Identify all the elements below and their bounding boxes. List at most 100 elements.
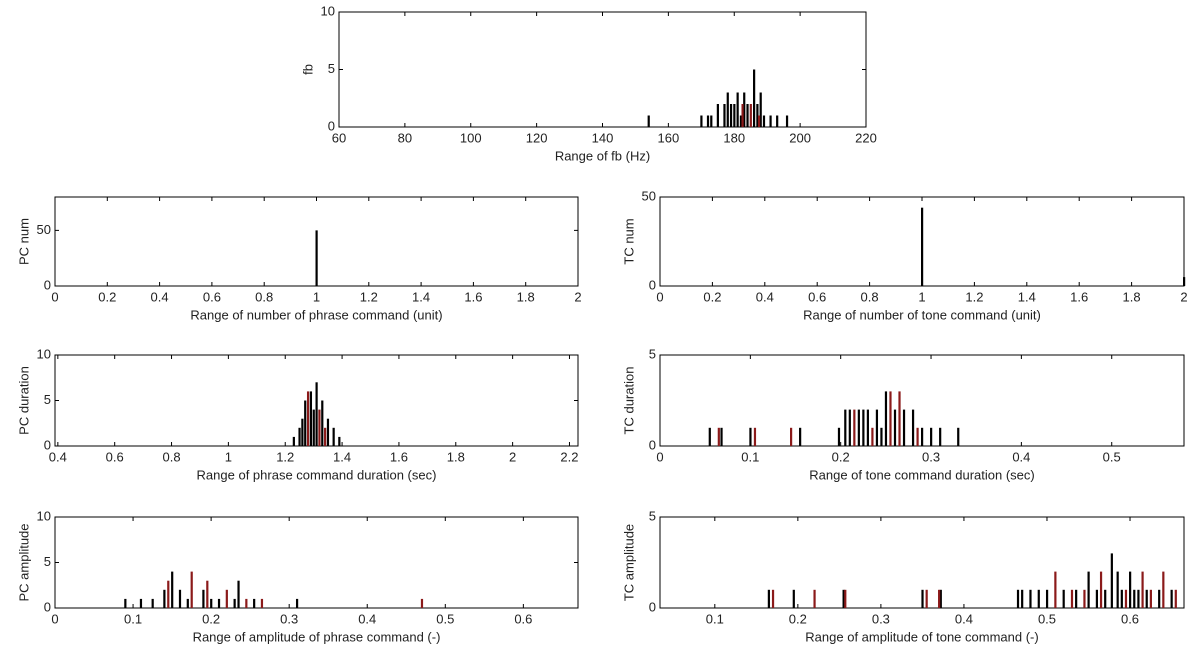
y-tick-label: 5	[649, 346, 656, 361]
bar	[898, 391, 901, 446]
y-axis-label: PC duration	[16, 366, 31, 435]
bar	[1095, 589, 1099, 608]
x-tick-label: 0.2	[202, 611, 220, 626]
bar	[338, 436, 341, 446]
bar	[813, 589, 816, 608]
bar	[717, 427, 720, 446]
bar	[790, 427, 793, 446]
x-tick-label: 0.1	[706, 611, 724, 626]
x-tick-label: 1.8	[517, 289, 535, 304]
x-tick-label: 0.2	[703, 289, 721, 304]
bar	[1016, 589, 1020, 608]
bar	[1062, 589, 1065, 608]
bar	[749, 104, 752, 127]
y-tick-label: 0	[649, 277, 656, 292]
x-tick-label: 1.4	[1018, 289, 1036, 304]
x-tick-label: 2.2	[560, 449, 578, 464]
bar	[921, 207, 924, 286]
bar	[190, 571, 193, 608]
bar	[866, 409, 869, 446]
x-tick-label: 1.4	[412, 289, 430, 304]
bar	[741, 104, 744, 127]
x-tick-label: 160	[658, 130, 680, 145]
bar	[848, 409, 851, 446]
y-axis-label: TC duration	[621, 367, 636, 435]
bar	[318, 409, 321, 446]
subplot: 0 0.2 0.4 0.6 0.8 1 1.2 1.4 1.6 1.8 2 0 50 Range of n…	[621, 188, 1187, 322]
bar	[720, 427, 723, 446]
bar	[1145, 589, 1148, 608]
bar	[1162, 571, 1165, 608]
x-tick-label: 120	[526, 130, 548, 145]
x-tick-label: 0.8	[861, 289, 879, 304]
x-tick-label: 60	[332, 130, 346, 145]
bar	[1141, 571, 1144, 608]
bar	[245, 598, 248, 608]
x-tick-label: 1.8	[1123, 289, 1141, 304]
x-tick-label: 1.2	[965, 289, 983, 304]
y-tick-label: 0	[44, 277, 51, 292]
y-tick-label: 10	[37, 346, 51, 361]
bar	[916, 427, 919, 446]
plot-frame	[54, 516, 579, 609]
bar	[1116, 571, 1119, 608]
x-axis-label: Range of amplitude of phrase command (-)	[193, 629, 441, 644]
bar	[710, 115, 713, 127]
bar	[1137, 589, 1140, 608]
x-tick-label: 0.1	[124, 611, 142, 626]
bar	[1037, 589, 1040, 608]
x-axis-label: Range of number of tone command (unit)	[803, 307, 1041, 322]
bar	[163, 589, 166, 608]
bar	[746, 104, 749, 127]
bar	[726, 92, 729, 127]
x-tick-label: 1	[225, 449, 232, 464]
x-tick-label: 1.6	[1070, 289, 1088, 304]
bar	[837, 427, 841, 446]
bar	[771, 589, 775, 608]
x-tick-label: 0.3	[280, 611, 298, 626]
bar	[301, 418, 304, 446]
x-tick-label: 1.6	[464, 289, 482, 304]
bar	[420, 598, 424, 608]
x-tick-label: 0	[51, 611, 58, 626]
y-axis-label: fb	[300, 64, 315, 75]
bar	[217, 598, 221, 608]
bar	[743, 92, 746, 127]
bar	[202, 589, 205, 608]
bar	[911, 409, 915, 446]
bar	[938, 589, 941, 608]
bar	[875, 409, 879, 446]
x-tick-label: 0	[51, 289, 58, 304]
x-tick-label: 2	[1180, 289, 1187, 304]
bar	[1099, 571, 1103, 608]
bar	[1087, 571, 1090, 608]
bar	[237, 580, 240, 608]
bar	[1183, 277, 1186, 286]
bar	[315, 382, 318, 446]
bar	[939, 589, 942, 608]
bar	[893, 409, 897, 446]
x-tick-label: 0.6	[514, 611, 532, 626]
bar	[260, 598, 264, 608]
bar	[921, 427, 924, 446]
x-tick-label: 0.5	[1103, 449, 1121, 464]
bar	[880, 427, 883, 446]
bar	[253, 598, 256, 608]
bar	[1174, 589, 1177, 608]
bar	[785, 115, 789, 127]
y-tick-label: 10	[321, 3, 335, 18]
bar	[1133, 589, 1136, 608]
bar	[776, 115, 779, 127]
bar	[178, 589, 182, 608]
bar	[233, 598, 236, 608]
x-tick-label: 1.6	[390, 449, 408, 464]
bar	[1083, 589, 1086, 608]
x-tick-label: 1.8	[447, 449, 465, 464]
bar	[1158, 589, 1161, 608]
x-tick-label: 1.2	[276, 449, 294, 464]
bar	[842, 589, 845, 608]
bar	[1029, 589, 1032, 608]
x-tick-label: 80	[398, 130, 412, 145]
y-tick-label: 5	[649, 508, 656, 523]
